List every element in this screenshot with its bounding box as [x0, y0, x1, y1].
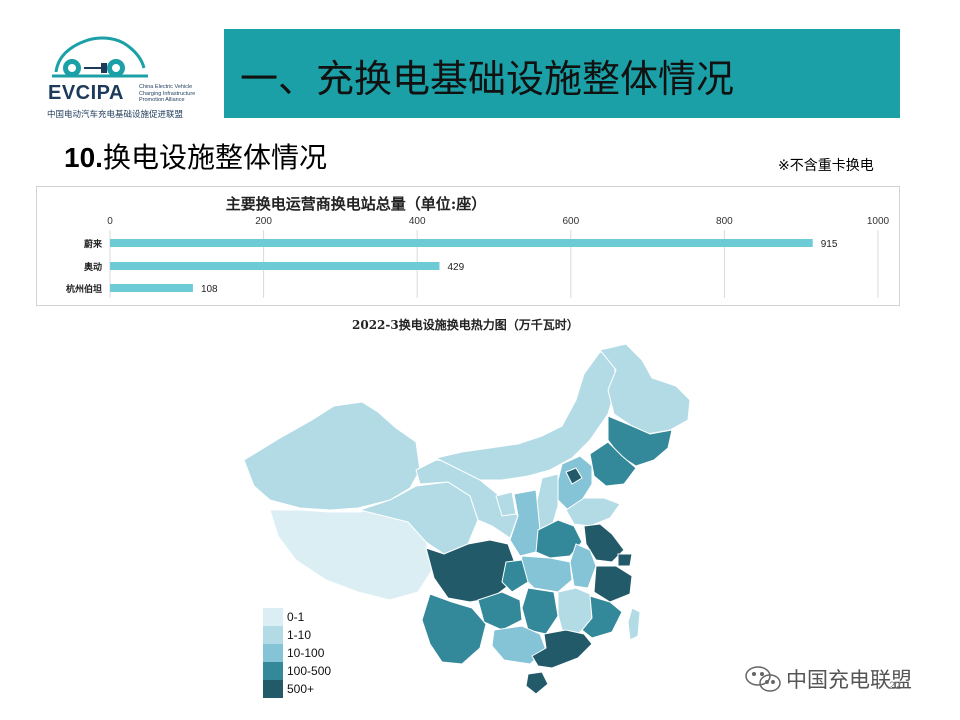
title-banner [224, 29, 900, 118]
legend-item: 1-10 [263, 626, 331, 644]
region-inner-mongolia [434, 351, 617, 481]
region-yunnan [421, 593, 487, 665]
data-label: 429 [447, 262, 464, 273]
legend-label: 10-100 [287, 646, 325, 660]
bar-chart-frame [36, 186, 900, 306]
legend-label: 500+ [287, 682, 315, 696]
category-label: 杭州伯坦 [66, 283, 102, 295]
legend-label: 100-500 [287, 664, 332, 678]
evcipa-logo [52, 36, 148, 78]
map-legend: 0-1 1-10 10-100 100-500 500+ [263, 608, 331, 698]
legend-swatch [263, 644, 283, 662]
x-tick-label: 400 [409, 216, 426, 227]
bar [110, 239, 813, 247]
region-hubei [519, 555, 573, 593]
section-heading-text: 换电设施整体情况 [102, 141, 327, 174]
map-chart-title: 2022-3换电设施换电热力图（万千瓦时） [352, 318, 579, 332]
category-label: 奥动 [83, 261, 102, 273]
category-label: 蔚来 [84, 238, 103, 250]
legend-swatch [263, 662, 283, 680]
region-hainan [525, 671, 549, 695]
data-label: 915 [821, 239, 838, 250]
bar-chart-title: 主要换电运营商换电站总量（单位:座） [225, 195, 487, 213]
section-number: 10. [64, 142, 103, 173]
region-beijing [565, 467, 583, 485]
china-heat-map [243, 343, 691, 695]
x-tick-label: 800 [716, 216, 733, 227]
legend-swatch [263, 608, 283, 626]
region-liaoning [589, 441, 637, 487]
region-guangdong [531, 629, 593, 669]
region-hunan [521, 587, 559, 635]
footnote-note: ※不含重卡换电 [778, 158, 874, 174]
logo-english-name: China Electric Vehicle Charging Infrastr… [139, 84, 196, 103]
wechat-icon [745, 666, 781, 692]
region-zhejiang [593, 565, 633, 603]
legend-label: 1-10 [287, 628, 312, 642]
region-guizhou [477, 591, 523, 631]
x-tick-label: 200 [255, 216, 272, 227]
bar [110, 262, 440, 270]
legend-swatch [263, 680, 283, 698]
watermark-text: 中国充电联盟 [786, 668, 912, 692]
data-label: 108 [201, 284, 218, 295]
x-tick-label: 1000 [867, 216, 890, 227]
logo-chinese-name: 中国电动汽车充电基础设施促进联盟 [47, 110, 184, 120]
region-chongqing [501, 559, 529, 593]
region-shanghai [617, 553, 633, 567]
x-tick-label: 0 [107, 216, 113, 227]
legend-item: 0-1 [263, 608, 331, 626]
x-tick-label: 600 [562, 216, 579, 227]
section-heading: 10.换电设施整体情况 [64, 136, 327, 176]
bar [110, 284, 193, 292]
legend-item: 500+ [263, 680, 331, 698]
slide-title: 一、充换电基础设施整体情况 [240, 57, 735, 101]
region-xinjiang [243, 401, 421, 511]
region-ningxia [495, 491, 517, 517]
legend-swatch [263, 626, 283, 644]
region-shandong [565, 497, 621, 527]
region-fujian [581, 595, 623, 639]
region-shaanxi [509, 489, 541, 557]
region-heilongjiang [599, 343, 691, 435]
page-number: 22 [889, 680, 902, 692]
legend-item: 10-100 [263, 644, 331, 662]
legend-item: 100-500 [263, 662, 331, 680]
region-taiwan [627, 607, 641, 641]
bar-chart: 0 200 400 600 800 1000 蔚来 915 奥动 429 杭州伯坦 108 [66, 216, 890, 298]
logo-name: EVCIPA [48, 82, 124, 104]
watermark [745, 666, 781, 692]
legend-label: 0-1 [287, 610, 305, 624]
